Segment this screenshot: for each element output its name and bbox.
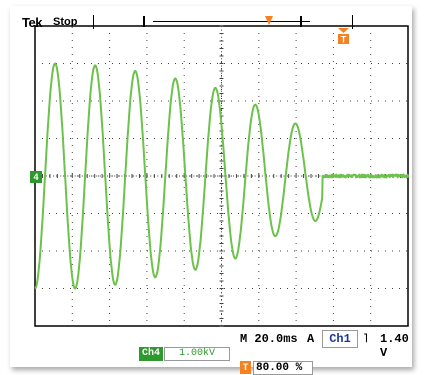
record-bar-right-end xyxy=(300,16,302,27)
trigger-position-icon: T xyxy=(240,361,251,374)
trigger-slope-icon: ˥ xyxy=(362,332,370,346)
trigger-level: 1.40 V xyxy=(380,332,409,360)
waveform-trace xyxy=(34,62,409,290)
graticule xyxy=(34,25,409,327)
trigger-point-glyph: T xyxy=(341,35,347,45)
trigger-source: Ch1 xyxy=(322,330,358,348)
trigger-mode: A xyxy=(307,332,315,346)
trigger-position-value: 80.00 % xyxy=(253,361,313,375)
timebase-readout: M 20.0ms xyxy=(240,332,298,346)
record-position-bar xyxy=(153,21,310,22)
record-bar-left-end xyxy=(143,16,145,27)
trigger-position-marker xyxy=(265,16,273,25)
oscilloscope-screen: Tek Stop T 4 M 20.0ms A Ch1 ˥ 1.40 V Ch4… xyxy=(10,6,412,375)
separator xyxy=(352,15,353,29)
channel-label: Ch4 xyxy=(139,347,163,361)
channel-ground-marker: 4 xyxy=(30,171,42,183)
channel-scale: 1.00kV xyxy=(164,347,230,361)
separator xyxy=(93,15,94,29)
acquisition-state: Stop xyxy=(53,16,78,28)
trigger-point-icon: T xyxy=(338,28,349,45)
